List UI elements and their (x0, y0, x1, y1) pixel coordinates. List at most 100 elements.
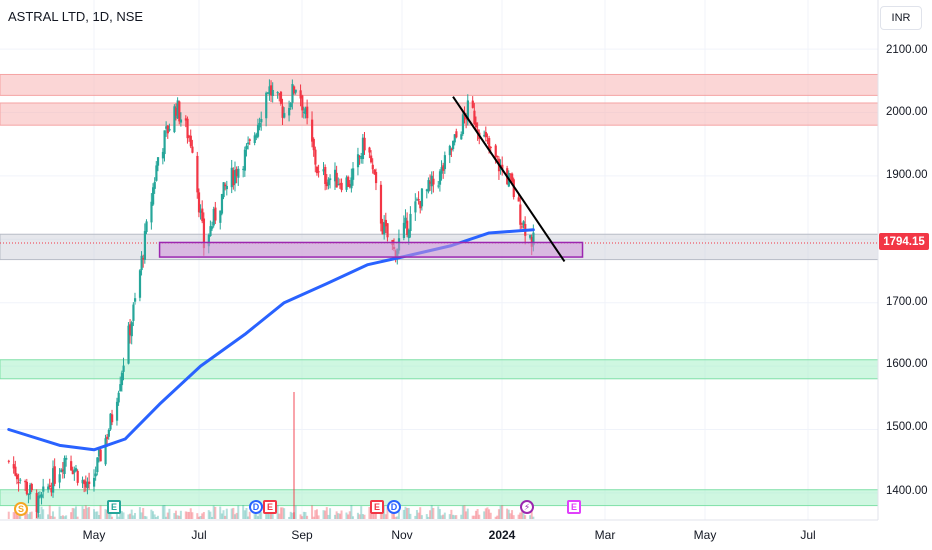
split-event-icon[interactable]: S (14, 502, 28, 516)
candle-body (283, 113, 286, 118)
candle-body (99, 449, 102, 462)
candle-body (15, 474, 19, 480)
candle-body (50, 487, 53, 493)
dividend-event-icon[interactable]: D (387, 500, 401, 514)
volume-bar (350, 505, 353, 519)
volume-bar (145, 516, 148, 519)
volume-bar (404, 506, 407, 519)
volume-bar (322, 510, 325, 519)
volume-bar (191, 512, 194, 519)
volume-bar (52, 511, 55, 519)
volume-bar (501, 505, 504, 519)
candle-body (299, 90, 302, 99)
volume-bar (219, 506, 222, 519)
volume-bar (368, 507, 371, 519)
dividend-event-icon[interactable]: D (249, 500, 263, 514)
volume-bar (407, 507, 410, 519)
volume-bar (301, 516, 304, 519)
candle-body (437, 185, 440, 187)
candle-body (58, 474, 61, 483)
volume-bar (512, 515, 515, 519)
candle-body (219, 210, 222, 223)
candle-body (94, 473, 97, 477)
volume-bar (153, 514, 156, 519)
candle-body (312, 138, 315, 151)
earnings-event-icon[interactable]: E (263, 500, 277, 514)
candle-body (404, 217, 407, 224)
candle-body (352, 168, 355, 180)
candle-body (184, 118, 188, 121)
volume-bar (70, 512, 73, 519)
candle-body (130, 322, 133, 337)
volume-bar (242, 505, 245, 519)
candle-body (409, 213, 412, 232)
volume-bar (384, 514, 387, 519)
price-tick: 1900.00 (886, 169, 928, 181)
volume-bar (199, 515, 202, 519)
volume-bar (532, 516, 535, 519)
candle-body (266, 92, 269, 94)
earnings-event-icon[interactable]: E (107, 500, 121, 514)
volume-bar (61, 515, 64, 519)
candle-body (374, 172, 378, 184)
volume-bar (12, 512, 15, 519)
candle-body (83, 480, 86, 485)
volume-bar (430, 505, 433, 519)
volume-bar (40, 506, 43, 519)
candle-body (209, 226, 212, 236)
last-price-badge: 1794.15 (879, 233, 929, 250)
candle-body (347, 176, 350, 187)
candle-body (207, 234, 210, 247)
currency-selector[interactable]: INR (880, 6, 922, 30)
volume-bar (530, 505, 533, 519)
volume-bar (299, 514, 302, 519)
time-tick: Jul (800, 528, 816, 542)
volume-bar (406, 507, 409, 519)
volume-bar (427, 516, 430, 519)
candle-body (529, 235, 532, 238)
candle-body (276, 92, 279, 94)
candle-body (196, 155, 199, 193)
volume-bar (337, 513, 340, 519)
candle-body (406, 220, 409, 236)
volume-bar (397, 508, 400, 519)
candle-body (291, 84, 294, 103)
volume-bar (120, 511, 123, 519)
candle-body (247, 142, 250, 145)
candle-body (174, 107, 178, 116)
volume-bar (265, 510, 268, 519)
candle-body (425, 189, 428, 192)
candle-body (311, 119, 314, 142)
candle-body (371, 164, 374, 170)
volume-bar (196, 513, 199, 519)
candle-body (519, 204, 522, 225)
volume-bar (99, 505, 102, 519)
candle-body (211, 226, 214, 229)
volume-bar (109, 511, 112, 519)
volume-bar (81, 506, 84, 519)
volume-bar (106, 509, 109, 519)
volume-bar (63, 516, 66, 519)
candle-body (52, 468, 55, 493)
earnings-event-icon[interactable]: E (370, 500, 384, 514)
candle-body (96, 457, 99, 473)
volume-bars (7, 392, 535, 519)
price-zones (0, 73, 879, 507)
earnings-event-icon[interactable]: E (567, 500, 581, 514)
candle-body (14, 466, 17, 476)
volume-bar (379, 509, 382, 519)
candle-body (173, 106, 176, 133)
volume-bar (97, 514, 100, 519)
volume-bar (520, 509, 523, 519)
volume-bar (48, 505, 51, 519)
volume-bar (258, 510, 261, 519)
lightning-event-icon[interactable]: ⚡ (520, 500, 534, 514)
candle-body (138, 270, 142, 298)
candle-body (212, 208, 215, 226)
volume-bar (358, 514, 361, 519)
candle-body (178, 101, 181, 122)
volume-bar (324, 510, 327, 519)
volume-bar (370, 513, 373, 519)
candle-body (442, 165, 445, 171)
